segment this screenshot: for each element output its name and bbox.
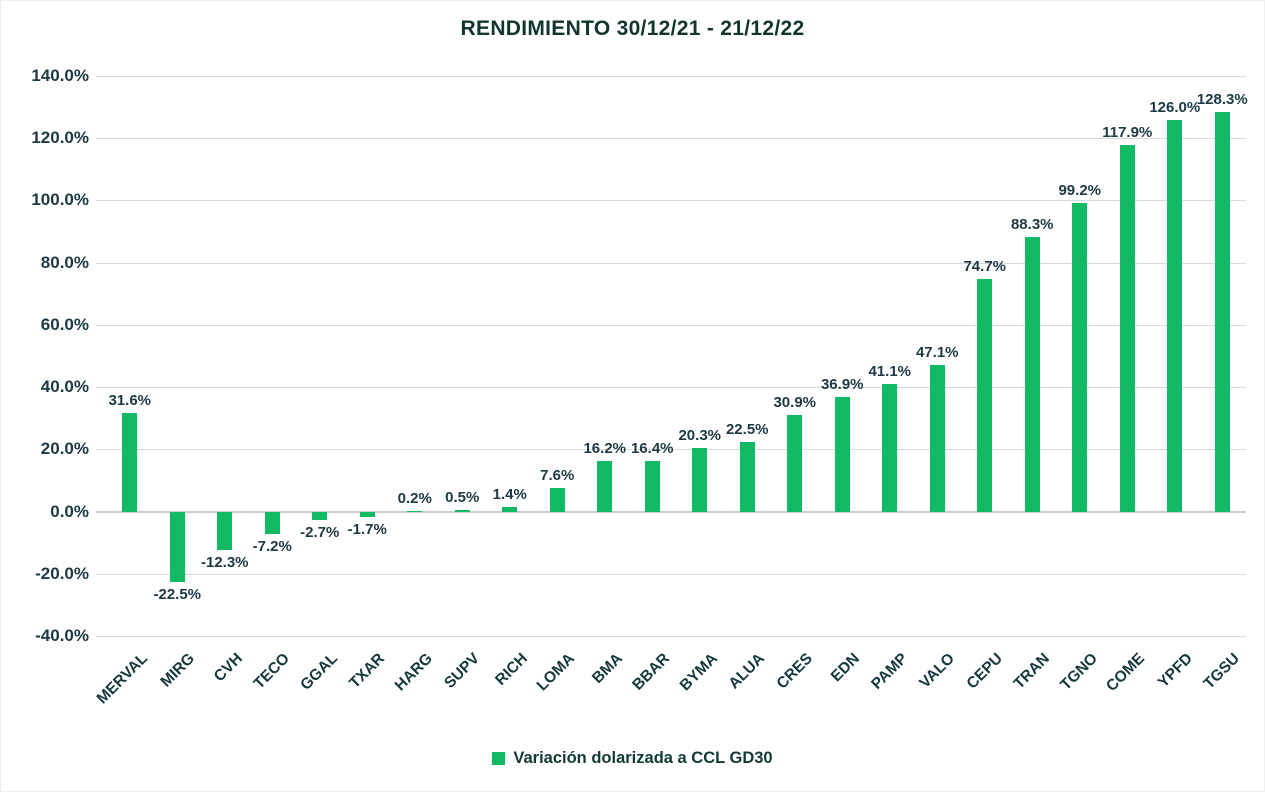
bar-harg	[407, 510, 423, 512]
bar-tgno	[1072, 202, 1088, 512]
value-label-alua: 22.5%	[725, 420, 769, 438]
x-axis-label-ypfd: YPFD	[1154, 650, 1196, 692]
bar-alua	[739, 441, 755, 512]
bar-bma	[597, 461, 613, 512]
x-axis-label-come: COME	[1103, 650, 1149, 695]
x-axis-label-harg: HARG	[391, 650, 436, 695]
x-axis-label-edn: EDN	[828, 650, 864, 686]
value-label-txar: -1.7%	[347, 520, 387, 538]
bar-cres	[787, 415, 803, 512]
x-axis-label-cres: CRES	[773, 650, 816, 693]
value-label-byma: 20.3%	[678, 427, 722, 445]
value-label-cepu: 74.7%	[963, 258, 1007, 276]
y-axis-tick-label: 140.0%	[31, 66, 89, 85]
value-label-cres: 30.9%	[773, 394, 817, 412]
y-axis-tick-label: -40.0%	[35, 626, 89, 645]
value-label-loma: 7.6%	[540, 466, 575, 484]
bar-tgsu	[1214, 112, 1230, 512]
gridline	[96, 636, 1246, 637]
x-axis-label-cvh: CVH	[210, 650, 246, 686]
x-axis-label-txar: TXAR	[346, 650, 389, 692]
gridline	[96, 573, 1246, 575]
bar-supv	[454, 510, 470, 512]
bar-pamp	[882, 383, 898, 512]
x-axis-label-tgsu: TGSU	[1200, 650, 1244, 693]
value-label-tgno: 99.2%	[1058, 181, 1102, 199]
x-axis-label-ggal: GGAL	[297, 650, 341, 694]
value-label-come: 117.9%	[1102, 123, 1153, 141]
x-axis-label-valo: VALO	[916, 650, 959, 692]
bar-loma	[549, 487, 565, 512]
bar-txar	[359, 511, 375, 517]
value-label-merval: 31.6%	[108, 392, 152, 410]
value-label-harg: 0.2%	[397, 489, 432, 507]
gridline	[96, 262, 1246, 264]
y-axis-tick-label: 40.0%	[40, 377, 89, 397]
gridline	[96, 387, 1246, 389]
x-axis-label-loma: LOMA	[533, 650, 579, 695]
bar-cepu	[977, 279, 993, 512]
legend-swatch-icon	[492, 752, 506, 765]
value-label-pamp: 41.1%	[868, 362, 912, 380]
y-axis-tick-label: 60.0%	[40, 314, 89, 334]
value-label-tgsu: 128.3%	[1196, 91, 1248, 109]
gridline	[96, 200, 1246, 202]
x-axis-label-teco: TECO	[250, 650, 294, 693]
gridline	[96, 324, 1246, 326]
x-axis-label-cepu: CEPU	[963, 650, 1006, 693]
x-axis-label-byma: BYMA	[676, 650, 721, 695]
bar-tran	[1024, 236, 1040, 512]
bar-come	[1119, 144, 1135, 512]
value-label-cvh: -12.3%	[200, 553, 249, 571]
x-axis-label-supv: SUPV	[441, 650, 484, 692]
bar-mirg	[169, 511, 185, 582]
y-axis-tick-label: 100.0%	[31, 190, 89, 210]
value-label-rich: 1.4%	[492, 486, 527, 504]
y-axis-tick-label: 80.0%	[40, 252, 89, 272]
value-label-supv: 0.5%	[445, 489, 480, 506]
x-axis-label-tran: TRAN	[1010, 650, 1054, 693]
zero-axis-line	[96, 510, 1246, 513]
chart-title: RENDIMIENTO 30/12/21 - 21/12/22	[460, 17, 805, 40]
x-axis-label-mirg: MIRG	[157, 650, 199, 691]
x-axis-label-bma: BMA	[588, 650, 626, 687]
value-label-mirg: -22.5%	[153, 585, 202, 603]
x-axis-label-merval: MERVAL	[93, 650, 151, 708]
value-label-bma: 16.2%	[583, 440, 627, 458]
bar-merval	[122, 413, 138, 512]
y-axis-tick-label: 0.0%	[50, 501, 89, 521]
bar-rich	[502, 507, 518, 512]
x-axis-label-rich: RICH	[491, 650, 531, 689]
y-axis-tick-label: 20.0%	[40, 439, 89, 459]
bar-bbar	[644, 460, 660, 512]
bar-valo	[929, 365, 945, 512]
x-axis-label-alua: ALUA	[725, 650, 769, 693]
y-axis-tick-label: 120.0%	[31, 128, 89, 148]
gridline	[96, 449, 1246, 451]
value-label-edn: 36.9%	[820, 375, 864, 393]
y-axis-tick-label: -20.0%	[35, 563, 89, 583]
value-label-valo: 47.1%	[915, 344, 959, 362]
value-label-bbar: 16.4%	[630, 439, 674, 457]
legend-label: Variación dolarizada a CCL GD30	[513, 749, 773, 767]
value-label-teco: -7.2%	[252, 537, 292, 555]
value-label-ggal: -2.7%	[300, 523, 340, 541]
value-label-tran: 88.3%	[1010, 215, 1054, 233]
bar-ypfd	[1167, 119, 1183, 512]
x-axis-label-bbar: BBAR	[629, 650, 674, 694]
gridline	[96, 76, 1246, 77]
bar-ggal	[312, 511, 328, 520]
bar-byma	[692, 448, 708, 512]
chart-legend: Variación dolarizada a CCL GD30	[1, 749, 1264, 768]
bar-cvh	[217, 511, 233, 550]
x-axis-label-tgno: TGNO	[1057, 650, 1101, 694]
bar-teco	[264, 511, 280, 534]
value-label-ypfd: 126.0%	[1149, 98, 1201, 116]
gridline	[96, 138, 1246, 140]
bar-edn	[834, 396, 850, 512]
x-axis-label-pamp: PAMP	[867, 650, 911, 693]
